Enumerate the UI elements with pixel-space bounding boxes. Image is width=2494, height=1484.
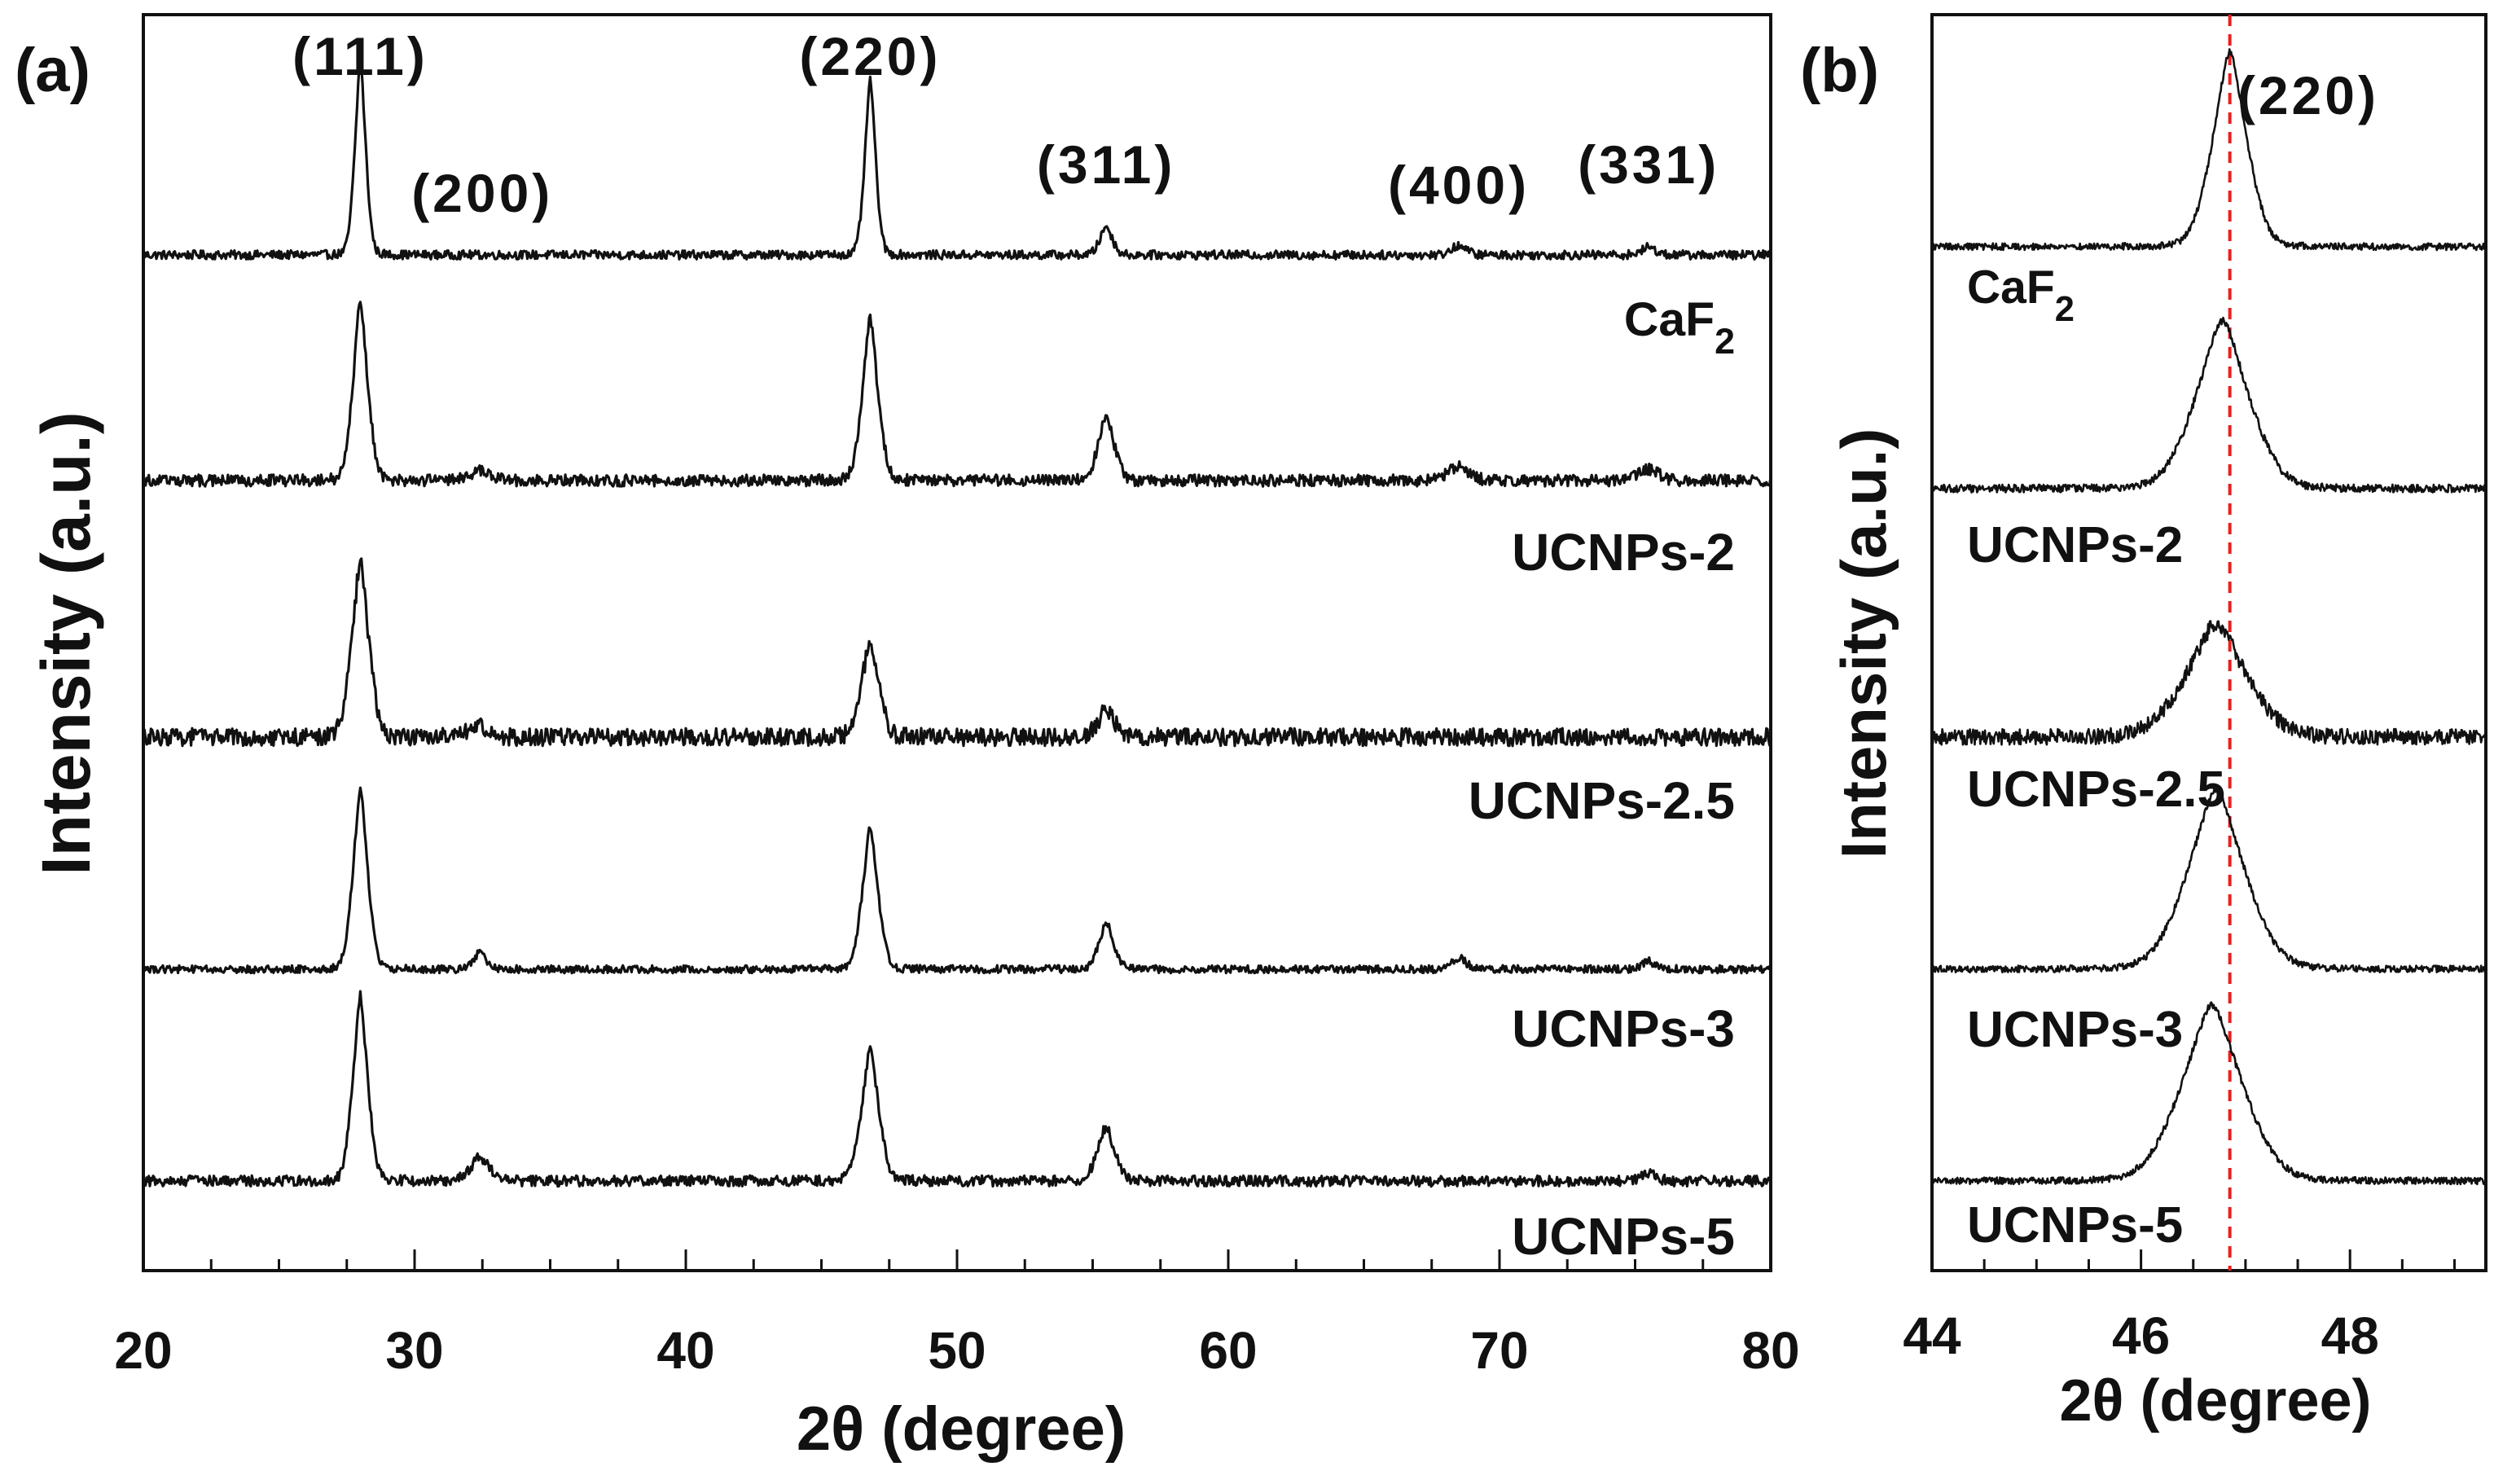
series-line-caf2 xyxy=(142,60,1772,261)
series-label-caf2: CaF2 xyxy=(1967,261,2075,329)
series-line-ucnps-2.5 xyxy=(142,557,1772,748)
series-line-ucnps-2 xyxy=(1931,316,2487,494)
series-line-ucnps-5 xyxy=(1931,1001,2487,1186)
panel-a-xlabel: 2θ (degree) xyxy=(797,1394,1126,1464)
peak-label: (311) xyxy=(1037,134,1175,195)
x-tick-label: 20 xyxy=(114,1321,172,1380)
series-line-ucnps-2 xyxy=(142,301,1772,488)
peak-label: (220) xyxy=(799,26,941,86)
peak-label: (111) xyxy=(292,26,428,86)
series-line-ucnps-3 xyxy=(1930,786,2487,974)
panel-a-label: (a) xyxy=(15,36,90,105)
panel-a: (a) 20 30 40 50 60 70 80 (111) (200) (220) (311) (… xyxy=(15,13,1800,1464)
series-label-ucnps-2.5: UCNPs-2.5 xyxy=(1967,762,2225,818)
series-label-ucnps-3: UCNPs-3 xyxy=(1512,999,1735,1058)
x-tick-label: 30 xyxy=(385,1321,443,1380)
peak-label: (200) xyxy=(411,163,553,223)
series-label-ucnps-3: UCNPs-3 xyxy=(1967,1002,2183,1058)
panel-b-xlabel: 2θ (degree) xyxy=(2059,1368,2371,1434)
series-line-caf2 xyxy=(1930,48,2487,252)
panel-b-frame xyxy=(1930,13,2487,1272)
x-tick-label: 70 xyxy=(1470,1321,1528,1380)
series-label-ucnps-2: UCNPs-2 xyxy=(1967,517,2183,573)
x-tick-label: 44 xyxy=(1903,1306,1961,1365)
series-line-ucnps-3 xyxy=(142,786,1772,975)
peak-label: (331) xyxy=(1578,134,1719,195)
panel-b-label: (b) xyxy=(1800,36,1879,105)
x-tick-label: 80 xyxy=(1741,1321,1799,1380)
x-tick-label: 46 xyxy=(2112,1306,2170,1365)
x-tick-label: 48 xyxy=(2321,1306,2379,1365)
series-label-ucnps-5: UCNPs-5 xyxy=(1967,1197,2183,1253)
series-line-ucnps-2.5 xyxy=(1930,620,2487,746)
peak-label: (220) xyxy=(2237,65,2379,125)
panel-b: (b) 44 46 48 (220) CaF2 UCNPs-2 UCNPs-2.5 UCN… xyxy=(1800,13,2487,1434)
series-label-ucnps-2.5: UCNPs-2.5 xyxy=(1469,771,1735,830)
x-tick-label: 50 xyxy=(928,1321,986,1380)
series-label-ucnps-5: UCNPs-5 xyxy=(1512,1207,1735,1266)
panel-b-ylabel: Intensity (a.u.) xyxy=(1828,428,1899,859)
peak-label: (400) xyxy=(1388,155,1530,215)
series-line-ucnps-5 xyxy=(142,990,1772,1188)
series-label-caf2: CaF2 xyxy=(1624,293,1735,362)
panel-a-ylabel: Intensity (a.u.) xyxy=(28,411,104,875)
series-label-ucnps-2: UCNPs-2 xyxy=(1512,523,1735,582)
x-tick-label: 60 xyxy=(1199,1321,1257,1380)
x-tick-label: 40 xyxy=(656,1321,714,1380)
